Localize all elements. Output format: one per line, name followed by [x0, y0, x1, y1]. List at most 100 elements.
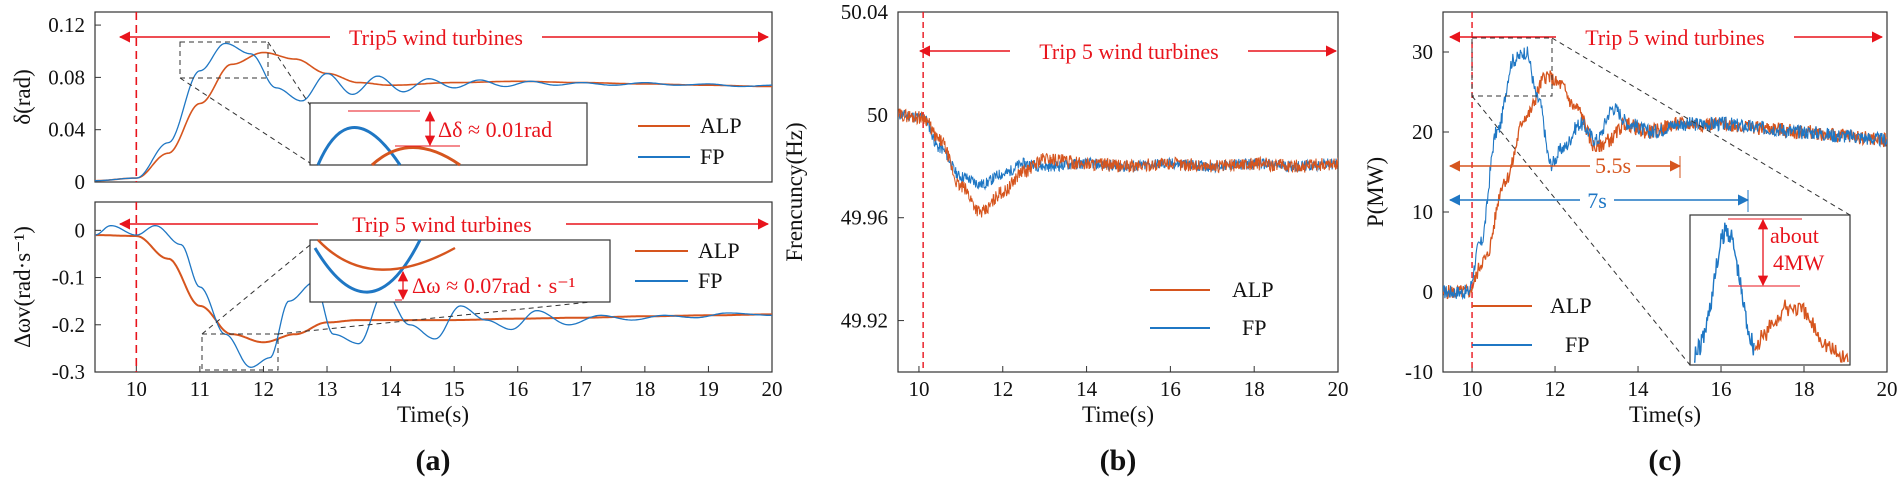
axes-frame — [897, 11, 1339, 373]
x-tick-label: 12 — [992, 377, 1013, 401]
legend-label-alp: ALP — [698, 238, 740, 263]
event-label: Trip5 wind turbines — [349, 25, 523, 50]
panel-caption-b: (b) — [1100, 444, 1137, 477]
legend: ALP FP — [635, 238, 740, 293]
legend-label-alp: ALP — [1550, 293, 1592, 318]
y-tick-label: 0 — [1423, 280, 1434, 304]
y-tick-label: 0.08 — [48, 65, 85, 89]
alp-duration-label: 5.5s — [1595, 153, 1631, 178]
event-label-bg — [330, 24, 542, 50]
axis-ticks: 0 -0.1 -0.2 -0.3 10 11 12 13 14 15 16 17 18 19 20 — [52, 218, 783, 401]
x-axis-label: Time(s) — [397, 402, 469, 427]
y-tick-label: -0.3 — [52, 360, 85, 384]
inset-alp-curve — [370, 146, 461, 167]
inset-a-bottom: Δω ≈ 0.07rad · s⁻¹ — [309, 239, 611, 303]
series-fp-line — [95, 42, 772, 182]
inset-annotation: Δω ≈ 0.07rad · s⁻¹ — [412, 273, 575, 298]
x-tick-label: 20 — [762, 377, 783, 401]
x-tick-label: 18 — [1794, 377, 1815, 401]
inset-alp-curve — [1754, 299, 1849, 363]
y-tick-label: 30 — [1412, 40, 1433, 64]
series-alp-line — [1443, 70, 1887, 300]
legend: ALP FP — [1472, 293, 1592, 357]
x-tick-label: 13 — [317, 377, 338, 401]
panel-b: 49.92 49.96 50 50.04 10 12 14 16 18 20 Frencuncy(… — [782, 0, 1349, 427]
y-tick-label: 20 — [1412, 120, 1433, 144]
x-tick-label: 20 — [1328, 377, 1349, 401]
series-alp-line — [898, 108, 1338, 218]
y-tick-label: 49.96 — [841, 206, 888, 230]
zoom-region-box — [179, 41, 269, 79]
y-tick-label: 49.92 — [841, 309, 888, 333]
event-label: Trip 5 wind turbines — [1039, 39, 1218, 64]
x-tick-label: 14 — [1076, 377, 1098, 401]
y-tick-label: 0 — [75, 218, 86, 242]
x-tick-label: 14 — [1628, 377, 1650, 401]
y-tick-label: 0.12 — [48, 13, 85, 37]
panel-caption-c: (c) — [1648, 444, 1681, 477]
inset-note-2: 4MW — [1773, 250, 1825, 275]
series-fp-line — [1443, 46, 1887, 301]
axis-ticks: 49.92 49.96 50 50.04 10 12 14 16 18 20 — [841, 0, 1349, 401]
zoom-region-box — [201, 333, 279, 371]
legend: ALP FP — [638, 113, 742, 169]
event-label-bg — [318, 210, 566, 236]
series-fp-line — [95, 224, 772, 368]
y-tick-label: 50 — [867, 103, 888, 127]
y-tick-label: -10 — [1405, 360, 1433, 384]
y-tick-label: -0.2 — [52, 313, 85, 337]
x-tick-label: 18 — [634, 377, 655, 401]
axis-ticks: -10 0 10 20 30 10 12 14 16 18 20 — [1405, 40, 1898, 401]
inset-note-1: about — [1770, 223, 1819, 248]
x-tick-label: 19 — [698, 377, 719, 401]
legend-label-fp: FP — [1565, 332, 1589, 357]
legend-label-fp: FP — [1242, 315, 1266, 340]
event-label-bg — [1010, 37, 1248, 63]
y-axis-label: P(MW) — [1363, 157, 1388, 227]
legend-label-fp: FP — [700, 144, 724, 169]
inset-fp-curve — [316, 126, 402, 166]
x-tick-label: 12 — [1545, 377, 1566, 401]
y-axis-label: Δωv(rad·s⁻¹) — [10, 226, 35, 348]
x-tick-label: 10 — [908, 377, 929, 401]
x-axis-label: Time(s) — [1629, 402, 1701, 427]
inset-a-top: Δδ ≈ 0.01rad — [309, 102, 588, 167]
x-tick-label: 10 — [1462, 377, 1483, 401]
x-tick-label: 15 — [444, 377, 465, 401]
y-axis-label: δ(rad) — [10, 69, 35, 125]
inset-fp-curve — [1694, 222, 1755, 363]
fp-duration-label: 7s — [1587, 188, 1607, 213]
inset-fp-curve — [313, 239, 422, 294]
legend-label-alp: ALP — [1232, 277, 1274, 302]
zoom-region-box — [1471, 37, 1553, 97]
legend-label-fp: FP — [698, 268, 722, 293]
inset-alp-curve — [317, 239, 456, 271]
x-tick-label: 14 — [380, 377, 402, 401]
y-tick-label: 0 — [75, 170, 86, 194]
event-label-bg — [1556, 23, 1794, 49]
y-ticks: 0 0.04 0.08 0.12 — [48, 13, 101, 194]
x-tick-label: 11 — [190, 377, 210, 401]
x-tick-label: 10 — [126, 377, 147, 401]
y-tick-label: 50.04 — [841, 0, 889, 24]
x-axis-label: Time(s) — [1082, 402, 1154, 427]
inset-annotation: Δδ ≈ 0.01rad — [438, 117, 552, 142]
y-tick-label: -0.1 — [52, 266, 85, 290]
panel-a-top: 0 0.04 0.08 0.12 δ(rad) Trip5 wind turbines… — [10, 11, 773, 194]
x-tick-label: 17 — [571, 377, 592, 401]
y-tick-label: 0.04 — [48, 118, 85, 142]
x-tick-label: 20 — [1877, 377, 1898, 401]
x-tick-label: 16 — [1160, 377, 1181, 401]
legend-label-alp: ALP — [700, 113, 742, 138]
x-tick-label: 12 — [253, 377, 274, 401]
event-label: Trip 5 wind turbines — [1585, 25, 1764, 50]
legend: ALP FP — [1150, 277, 1274, 340]
x-tick-label: 16 — [507, 377, 528, 401]
panel-c: -10 0 10 20 30 10 12 14 16 18 20 P(MW) Time(s) Tri… — [1363, 11, 1898, 427]
event-label: Trip 5 wind turbines — [352, 212, 531, 237]
x-tick-label: 16 — [1711, 377, 1732, 401]
panel-caption-a: (a) — [416, 444, 451, 477]
panel-a-bottom: 0 -0.1 -0.2 -0.3 10 11 12 13 14 15 16 17 18 19 20 Δωv(… — [10, 201, 783, 427]
inset-c: about 4MW — [1689, 214, 1851, 366]
